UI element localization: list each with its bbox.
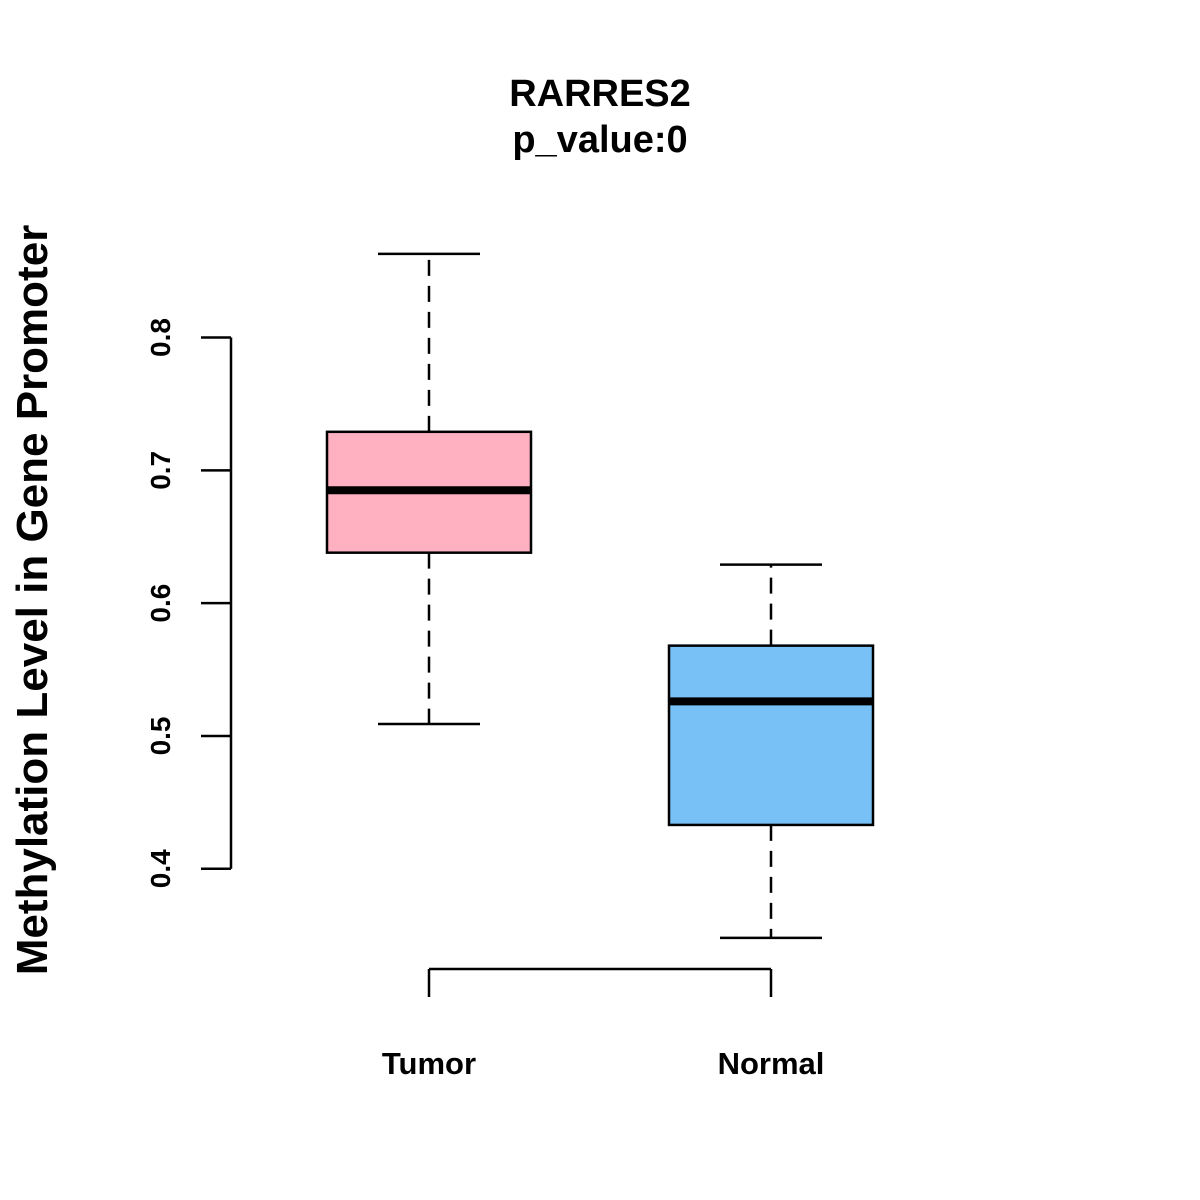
x-axis: Tumor Normal xyxy=(382,967,825,1081)
x-category-label-normal: Normal xyxy=(718,1046,825,1081)
chart-subtitle: p_value:0 xyxy=(512,119,687,161)
chart-title: RARRES2 xyxy=(509,73,691,115)
y-tick-label: 0.6 xyxy=(145,584,176,623)
y-tick-label: 0.7 xyxy=(145,451,176,490)
y-axis: 0.4 0.5 0.6 0.7 0.8 xyxy=(145,318,233,888)
y-tick-label: 0.8 xyxy=(145,318,176,357)
box-normal xyxy=(667,563,875,940)
x-category-label-tumor: Tumor xyxy=(382,1046,476,1081)
y-tick-label: 0.5 xyxy=(145,716,176,755)
iqr-box-normal xyxy=(667,644,875,827)
box-tumor xyxy=(325,252,533,726)
y-tick-label: 0.4 xyxy=(145,849,176,888)
boxes-layer xyxy=(325,252,875,940)
y-axis-title: Methylation Level in Gene Promoter xyxy=(8,225,57,976)
